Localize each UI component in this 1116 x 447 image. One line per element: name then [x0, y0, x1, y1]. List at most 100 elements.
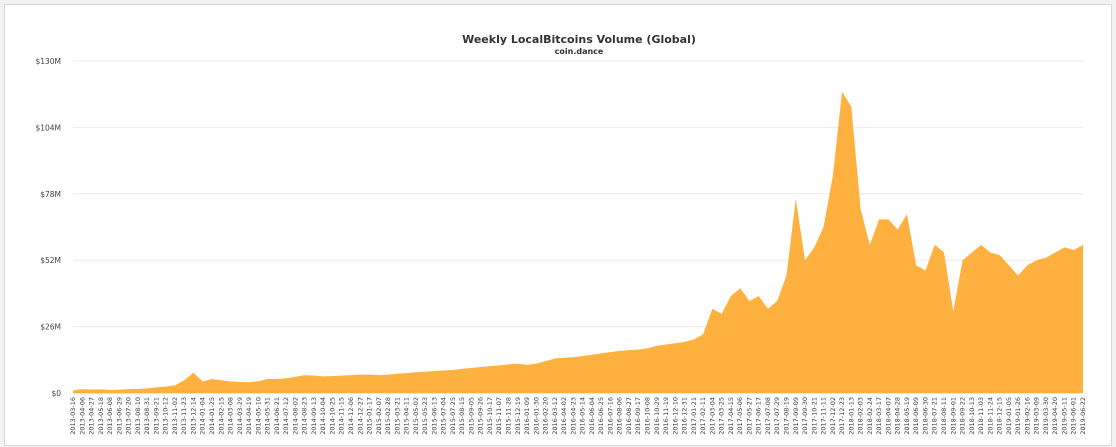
x-tick-label: 2015-02-07: [375, 397, 383, 435]
chart-panel: Weekly LocalBitcoins Volume (Global) coi…: [4, 4, 1112, 446]
x-tick-label: 2014-05-31: [264, 397, 272, 435]
x-tick-label: 2018-09-22: [959, 397, 967, 435]
x-tick-label: 2018-06-09: [912, 397, 920, 435]
x-tick-label: 2016-01-09: [523, 397, 531, 435]
x-tick-label: 2014-05-10: [254, 397, 262, 435]
x-tick-label: 2014-06-21: [273, 397, 281, 435]
x-tick-label: 2013-08-10: [134, 397, 142, 435]
x-tick-label: 2013-10-12: [162, 397, 170, 435]
x-tick-label: 2018-12-15: [996, 397, 1004, 435]
x-tick-label: 2013-11-23: [180, 397, 188, 435]
x-tick-label: 2015-11-28: [505, 397, 513, 435]
x-tick-label: 2013-08-31: [143, 397, 151, 435]
x-tick-label: 2015-01-17: [366, 397, 374, 435]
x-axis: 2013-03-16 2013-04-06 2013-04-27 2013-05-18…: [69, 397, 1087, 435]
x-tick-label: 2017-10-21: [810, 397, 818, 435]
x-tick-label: 2016-05-14: [579, 397, 587, 435]
x-tick-label: 2018-07-21: [931, 397, 939, 435]
x-tick-label: 2013-05-18: [97, 397, 105, 435]
x-tick-label: 2017-03-25: [718, 397, 726, 435]
x-tick-label: 2014-12-27: [356, 397, 364, 435]
chart-title: Weekly LocalBitcoins Volume (Global): [462, 33, 696, 46]
y-tick-label: $78M: [40, 190, 61, 199]
x-tick-label: 2014-01-04: [199, 397, 207, 435]
x-tick-label: 2018-10-13: [968, 397, 976, 435]
x-tick-label: 2017-05-06: [736, 397, 744, 435]
x-tick-label: 2015-05-02: [412, 397, 420, 435]
x-tick-label: 2016-12-10: [671, 397, 679, 435]
x-tick-label: 2015-09-26: [477, 397, 485, 435]
x-tick-label: 2018-04-07: [884, 397, 892, 435]
x-tick-label: 2014-12-06: [347, 397, 355, 435]
x-tick-label: 2017-04-15: [727, 397, 735, 435]
y-tick-label: $130M: [35, 57, 61, 66]
x-tick-label: 2013-09-21: [152, 397, 160, 435]
x-tick-label: 2014-11-15: [338, 397, 346, 435]
x-tick-label: 2016-06-25: [597, 397, 605, 435]
x-tick-label: 2019-03-09: [1033, 397, 1041, 435]
x-tick-label: 2018-01-13: [847, 397, 855, 435]
x-tick-label: 2018-04-28: [894, 397, 902, 435]
x-tick-label: 2016-10-29: [653, 397, 661, 435]
x-tick-label: 2019-06-01: [1070, 397, 1078, 435]
x-tick-label: 2018-11-03: [977, 397, 985, 435]
x-tick-label: 2015-05-23: [421, 397, 429, 435]
x-tick-label: 2016-01-30: [532, 397, 540, 435]
x-tick-label: 2015-10-17: [486, 397, 494, 435]
x-tick-label: 2017-07-08: [764, 397, 772, 435]
x-tick-label: 2017-05-27: [745, 397, 753, 435]
x-tick-label: 2015-08-15: [458, 397, 466, 435]
x-tick-label: 2013-04-06: [78, 397, 86, 435]
x-tick-label: 2017-12-23: [838, 397, 846, 435]
x-tick-label: 2013-07-20: [125, 397, 133, 435]
x-tick-label: 2018-09-01: [949, 397, 957, 435]
area-chart: Weekly LocalBitcoins Volume (Global) coi…: [35, 33, 1087, 435]
x-tick-label: 2014-09-13: [310, 397, 318, 435]
x-tick-label: 2014-01-25: [208, 397, 216, 435]
x-tick-label: 2014-03-29: [236, 397, 244, 435]
x-tick-label: 2013-12-14: [189, 397, 197, 435]
y-tick-label: $0: [51, 389, 61, 398]
x-tick-label: 2015-07-04: [440, 397, 448, 435]
x-tick-label: 2015-11-07: [495, 397, 503, 435]
x-tick-label: 2016-11-19: [662, 397, 670, 435]
x-tick-label: 2018-03-17: [875, 397, 883, 435]
x-tick-label: 2017-09-30: [801, 397, 809, 435]
x-tick-label: 2016-08-06: [616, 397, 624, 435]
x-tick-label: 2018-02-24: [866, 397, 874, 435]
x-tick-label: 2013-06-08: [106, 397, 114, 435]
x-tick-label: 2017-12-02: [829, 397, 837, 435]
x-tick-label: 2014-07-12: [282, 397, 290, 435]
x-tick-label: 2015-03-21: [393, 397, 401, 435]
x-tick-label: 2019-02-16: [1023, 397, 1031, 435]
x-tick-label: 2016-10-08: [644, 397, 652, 435]
x-tick-label: 2016-12-31: [681, 397, 689, 435]
x-tick-label: 2016-02-20: [542, 397, 550, 435]
x-tick-label: 2017-11-11: [820, 397, 828, 435]
x-tick-label: 2017-06-17: [755, 397, 763, 435]
x-tick-label: 2016-06-04: [588, 397, 596, 435]
x-tick-label: 2016-09-17: [634, 397, 642, 435]
x-tick-label: 2015-07-25: [449, 397, 457, 435]
x-tick-label: 2014-08-23: [301, 397, 309, 435]
x-tick-label: 2019-06-22: [1079, 397, 1087, 435]
x-tick-label: 2014-10-25: [328, 397, 336, 435]
x-tick-label: 2019-01-26: [1014, 397, 1022, 435]
x-tick-label: 2019-04-20: [1051, 397, 1059, 435]
x-tick-label: 2015-06-13: [430, 397, 438, 435]
x-tick-label: 2013-04-27: [88, 397, 96, 435]
x-tick-label: 2016-04-02: [560, 397, 568, 435]
x-tick-label: 2015-02-28: [384, 397, 392, 435]
x-tick-label: 2019-05-11: [1060, 397, 1068, 435]
x-tick-label: 2014-10-04: [319, 397, 327, 435]
plot-area: [73, 91, 1083, 394]
x-tick-label: 2013-11-02: [171, 397, 179, 435]
x-tick-label: 2014-02-15: [217, 397, 225, 435]
chart-subtitle: coin.dance: [555, 47, 604, 56]
x-tick-label: 2015-12-19: [514, 397, 522, 435]
x-tick-label: 2016-03-12: [551, 397, 559, 435]
x-tick-label: 2014-08-02: [291, 397, 299, 435]
x-tick-label: 2013-06-29: [115, 397, 123, 435]
x-tick-label: 2017-03-04: [708, 397, 716, 435]
x-tick-label: 2017-01-21: [690, 397, 698, 435]
